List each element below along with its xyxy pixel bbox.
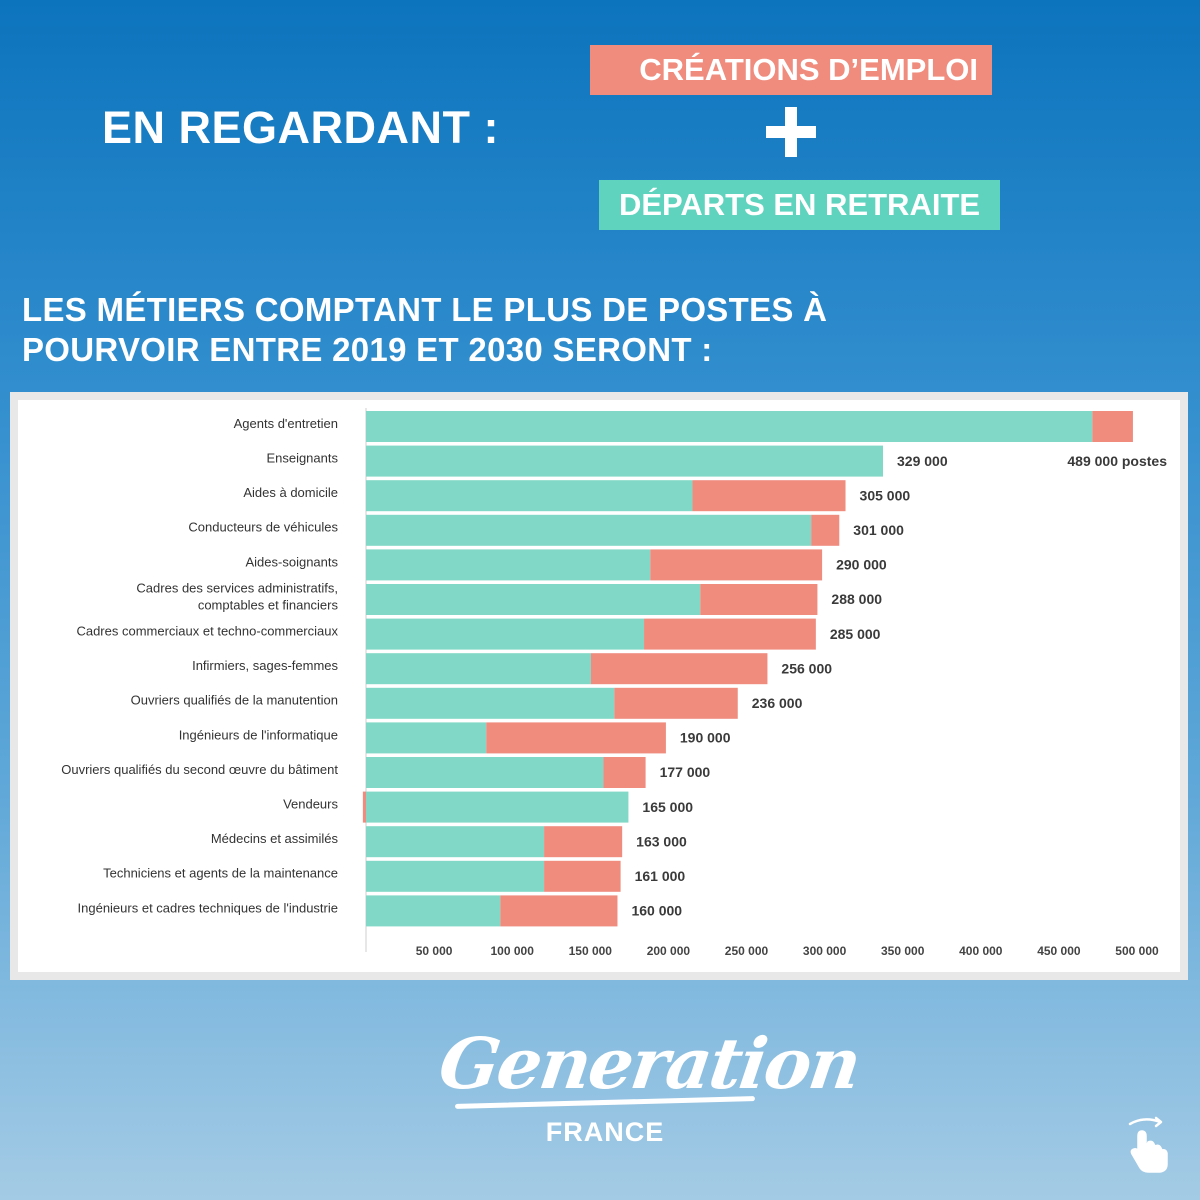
bar-departs (366, 584, 701, 615)
bar-creations (811, 514, 840, 546)
bar-departs (366, 895, 501, 927)
bar-creations (614, 687, 738, 719)
category-label: Aides-soignants (246, 554, 339, 569)
category-label: Ouvriers qualifiés de la manutention (131, 693, 338, 708)
swipe-hand-icon[interactable] (1124, 1114, 1174, 1174)
category-label: Cadres des services administratifs, (136, 580, 338, 595)
tag-creations-emploi: CRÉATIONS D’EMPLOI (590, 45, 992, 95)
bar-departs (366, 411, 1093, 442)
chart-panel: Agents d'entretien Enseignants 329 000 Aide… (18, 400, 1180, 972)
x-tick-label: 400 000 (959, 944, 1003, 958)
value-label: 290 000 (836, 557, 887, 573)
x-tick-label: 500 000 (1115, 944, 1159, 958)
brand-logo: Generation FRANCE (434, 1022, 864, 1148)
value-label: 161 000 (635, 868, 686, 884)
category-label: Médecins et assimilés (211, 831, 339, 846)
bar-departs (366, 480, 693, 512)
bar-chart: Agents d'entretien Enseignants 329 000 Aide… (61, 408, 1167, 958)
bar-creations (603, 757, 646, 788)
x-tick-label: 100 000 (491, 944, 535, 958)
value-label: 329 000 (897, 453, 948, 469)
value-label: 285 000 (830, 626, 881, 642)
chart-frame: Agents d'entretien Enseignants 329 000 Aide… (10, 392, 1188, 980)
tag-departs-retraite: DÉPARTS EN RETRAITE (599, 180, 1000, 230)
value-label: 256 000 (781, 660, 832, 676)
bar-creations (362, 791, 366, 823)
bar-creations (590, 653, 768, 685)
value-label: 165 000 (642, 799, 693, 815)
heading-left: EN REGARDANT : (102, 102, 499, 153)
x-tick-label: 350 000 (881, 944, 925, 958)
bar-departs (366, 860, 545, 892)
bar-creations (544, 860, 621, 892)
category-label: Ingénieurs et cadres techniques de l'ind… (78, 900, 338, 915)
category-label: Vendeurs (283, 797, 338, 812)
category-label: Aides à domicile (243, 485, 338, 500)
x-tick-label: 50 000 (416, 944, 453, 958)
value-label: 177 000 (660, 764, 711, 780)
value-label: 236 000 (752, 695, 803, 711)
bar-departs (366, 445, 884, 477)
bar-departs (366, 826, 545, 858)
category-label: Cadres commerciaux et techno-commerciaux (76, 624, 338, 639)
bar-departs (366, 791, 629, 823)
bar-departs (366, 549, 651, 581)
category-label: Ingénieurs de l'informatique (179, 727, 338, 742)
brand-sub: FRANCE (545, 1117, 665, 1147)
value-label: 301 000 (853, 522, 904, 538)
brand-wordmark: Generation (434, 1022, 865, 1105)
category-label: Ouvriers qualifiés du second œuvre du bâ… (61, 762, 338, 777)
category-label: Infirmiers, sages-femmes (192, 658, 338, 673)
bar-creations (700, 584, 818, 615)
chart-subheading: LES MÉTIERS COMPTANT LE PLUS DE POSTES À… (22, 291, 828, 368)
bar-departs (366, 618, 645, 650)
bar-departs (366, 514, 812, 546)
bar-departs (366, 653, 591, 685)
x-tick-label: 450 000 (1037, 944, 1081, 958)
bar-departs (366, 722, 487, 754)
bar-creations (1092, 411, 1133, 442)
value-label: 288 000 (831, 591, 882, 607)
category-label: Agents d'entretien (234, 416, 338, 431)
bar-departs (366, 687, 615, 719)
total-annotation: 489 000 postes (1067, 453, 1167, 469)
category-label: Enseignants (266, 451, 338, 466)
value-label: 305 000 (860, 487, 911, 503)
category-label: Techniciens et agents de la maintenance (103, 866, 338, 881)
x-tick-label: 250 000 (725, 944, 769, 958)
bar-creations (650, 549, 823, 581)
value-label: 190 000 (680, 730, 731, 746)
bar-creations (692, 480, 846, 512)
bar-departs (366, 757, 604, 788)
category-label: Conducteurs de véhicules (188, 520, 338, 535)
x-tick-label: 300 000 (803, 944, 847, 958)
value-label: 160 000 (631, 903, 682, 919)
bar-creations (644, 618, 816, 650)
x-tick-label: 150 000 (569, 944, 613, 958)
bar-creations (544, 826, 623, 858)
bar-creations (500, 895, 618, 927)
value-label: 163 000 (636, 833, 687, 849)
category-label: comptables et financiers (198, 597, 339, 612)
plus-icon (766, 107, 816, 157)
bar-creations (486, 722, 666, 754)
x-tick-label: 200 000 (647, 944, 691, 958)
